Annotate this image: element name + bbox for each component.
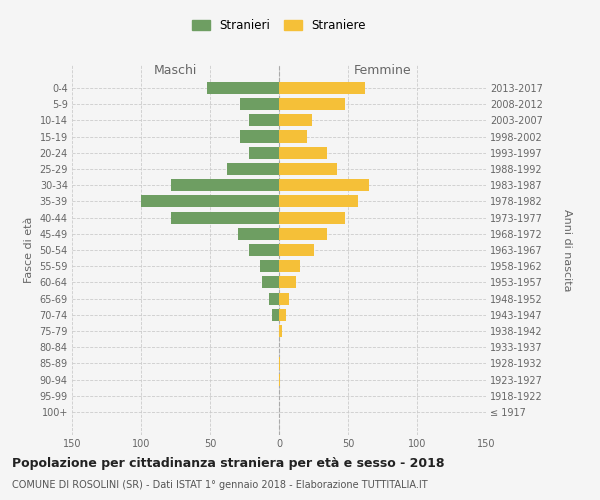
- Bar: [279, 276, 296, 288]
- Bar: [279, 325, 282, 337]
- Bar: [279, 163, 337, 175]
- Bar: [269, 292, 279, 304]
- Bar: [279, 196, 358, 207]
- Bar: [279, 130, 307, 142]
- Bar: [207, 82, 279, 94]
- Text: COMUNE DI ROSOLINI (SR) - Dati ISTAT 1° gennaio 2018 - Elaborazione TUTTITALIA.I: COMUNE DI ROSOLINI (SR) - Dati ISTAT 1° …: [12, 480, 428, 490]
- Text: Popolazione per cittadinanza straniera per età e sesso - 2018: Popolazione per cittadinanza straniera p…: [12, 458, 445, 470]
- Bar: [279, 309, 286, 321]
- Bar: [279, 260, 300, 272]
- Bar: [279, 374, 280, 386]
- Bar: [172, 179, 279, 191]
- Bar: [279, 244, 314, 256]
- Bar: [279, 228, 328, 240]
- Bar: [279, 212, 345, 224]
- Bar: [279, 98, 345, 110]
- Bar: [141, 196, 279, 207]
- Bar: [279, 358, 280, 370]
- Legend: Stranieri, Straniere: Stranieri, Straniere: [192, 19, 366, 32]
- Bar: [248, 146, 279, 159]
- Bar: [227, 163, 279, 175]
- Bar: [260, 260, 279, 272]
- Text: Femmine: Femmine: [353, 64, 412, 76]
- Bar: [241, 98, 279, 110]
- Bar: [279, 179, 369, 191]
- Text: Maschi: Maschi: [154, 64, 197, 76]
- Bar: [279, 146, 328, 159]
- Y-axis label: Fasce di età: Fasce di età: [24, 217, 34, 283]
- Bar: [238, 228, 279, 240]
- Bar: [279, 82, 365, 94]
- Bar: [279, 292, 289, 304]
- Bar: [279, 114, 312, 126]
- Bar: [262, 276, 279, 288]
- Bar: [272, 309, 279, 321]
- Bar: [248, 114, 279, 126]
- Y-axis label: Anni di nascita: Anni di nascita: [562, 209, 572, 291]
- Bar: [241, 130, 279, 142]
- Bar: [248, 244, 279, 256]
- Bar: [172, 212, 279, 224]
